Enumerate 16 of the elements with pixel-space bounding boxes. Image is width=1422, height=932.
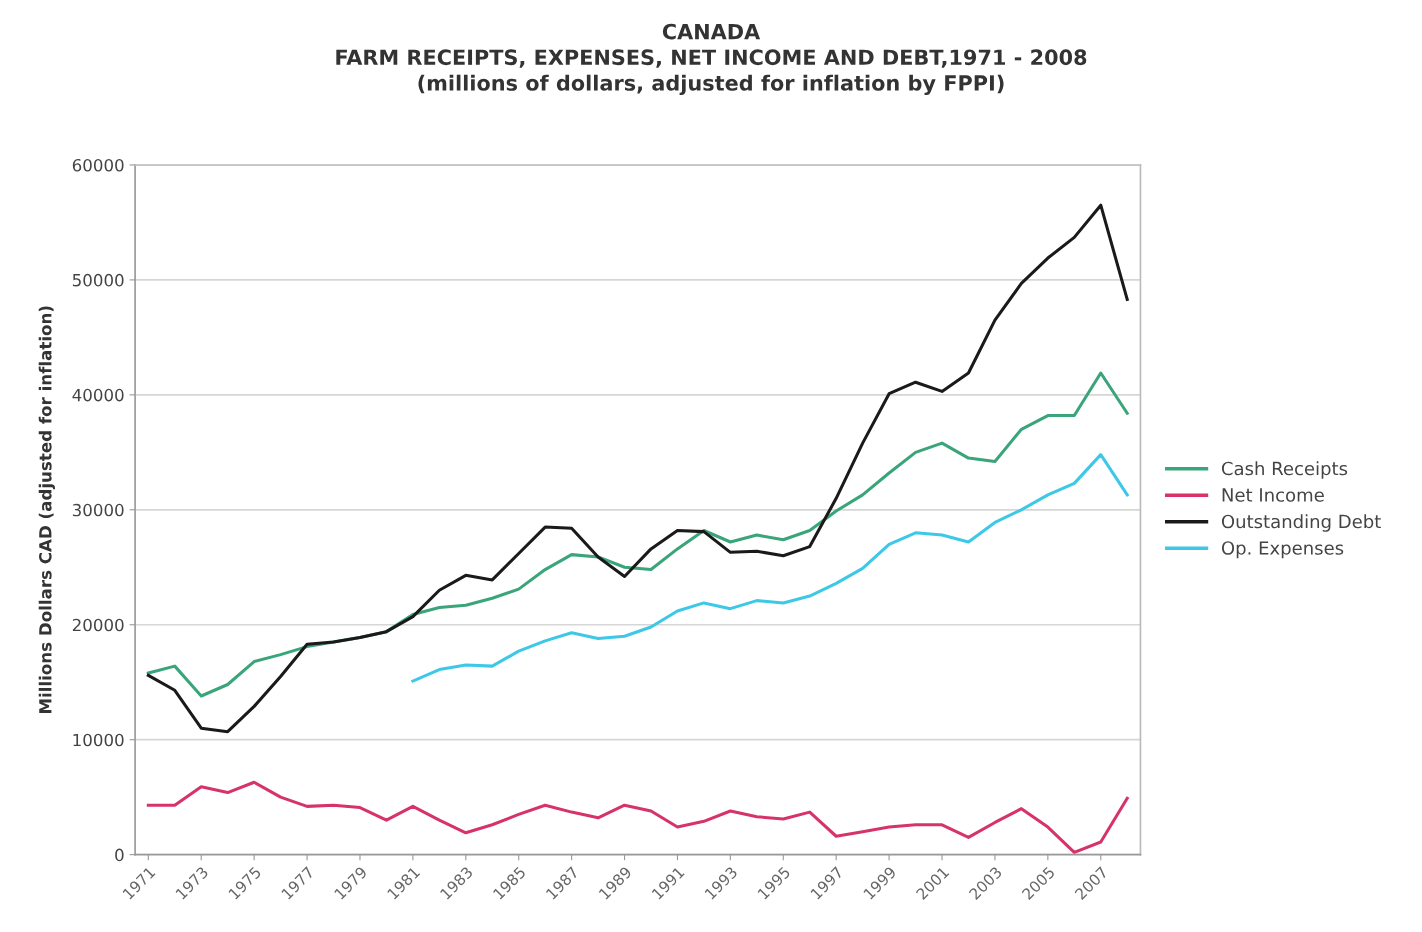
legend-label: Cash Receipts [1221,461,1348,479]
legend-label: Net Income [1222,488,1324,502]
y-tick-label: 50000 [72,273,124,287]
y-tick-label: 40000 [72,388,124,402]
y-tick-label: 20000 [72,618,124,632]
y-tick-label: 30000 [72,503,124,517]
y-tick-label: 0 [115,848,124,862]
y-tick-label: 10000 [73,733,124,747]
chart-title: CANADA FARM RECEIPTS, EXPENSES, NET INCOME AND DEBT,1971 - 2008 (millions of dollars, adjusted for inflation by FPPI) [336,23,1087,96]
line-series [146,780,1129,854]
line-series [146,203,1129,734]
y-tick-label: 60000 [72,158,124,172]
y-axis-title: Millions Dollars CAD (adjusted for inflation) [38,306,55,714]
line-series [411,453,1129,683]
legend-label: Op. Expenses [1221,541,1344,559]
legend-label: Outstanding Debt [1221,514,1381,532]
